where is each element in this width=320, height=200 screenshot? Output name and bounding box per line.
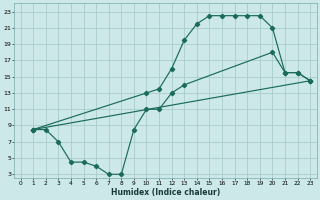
X-axis label: Humidex (Indice chaleur): Humidex (Indice chaleur) xyxy=(111,188,220,197)
